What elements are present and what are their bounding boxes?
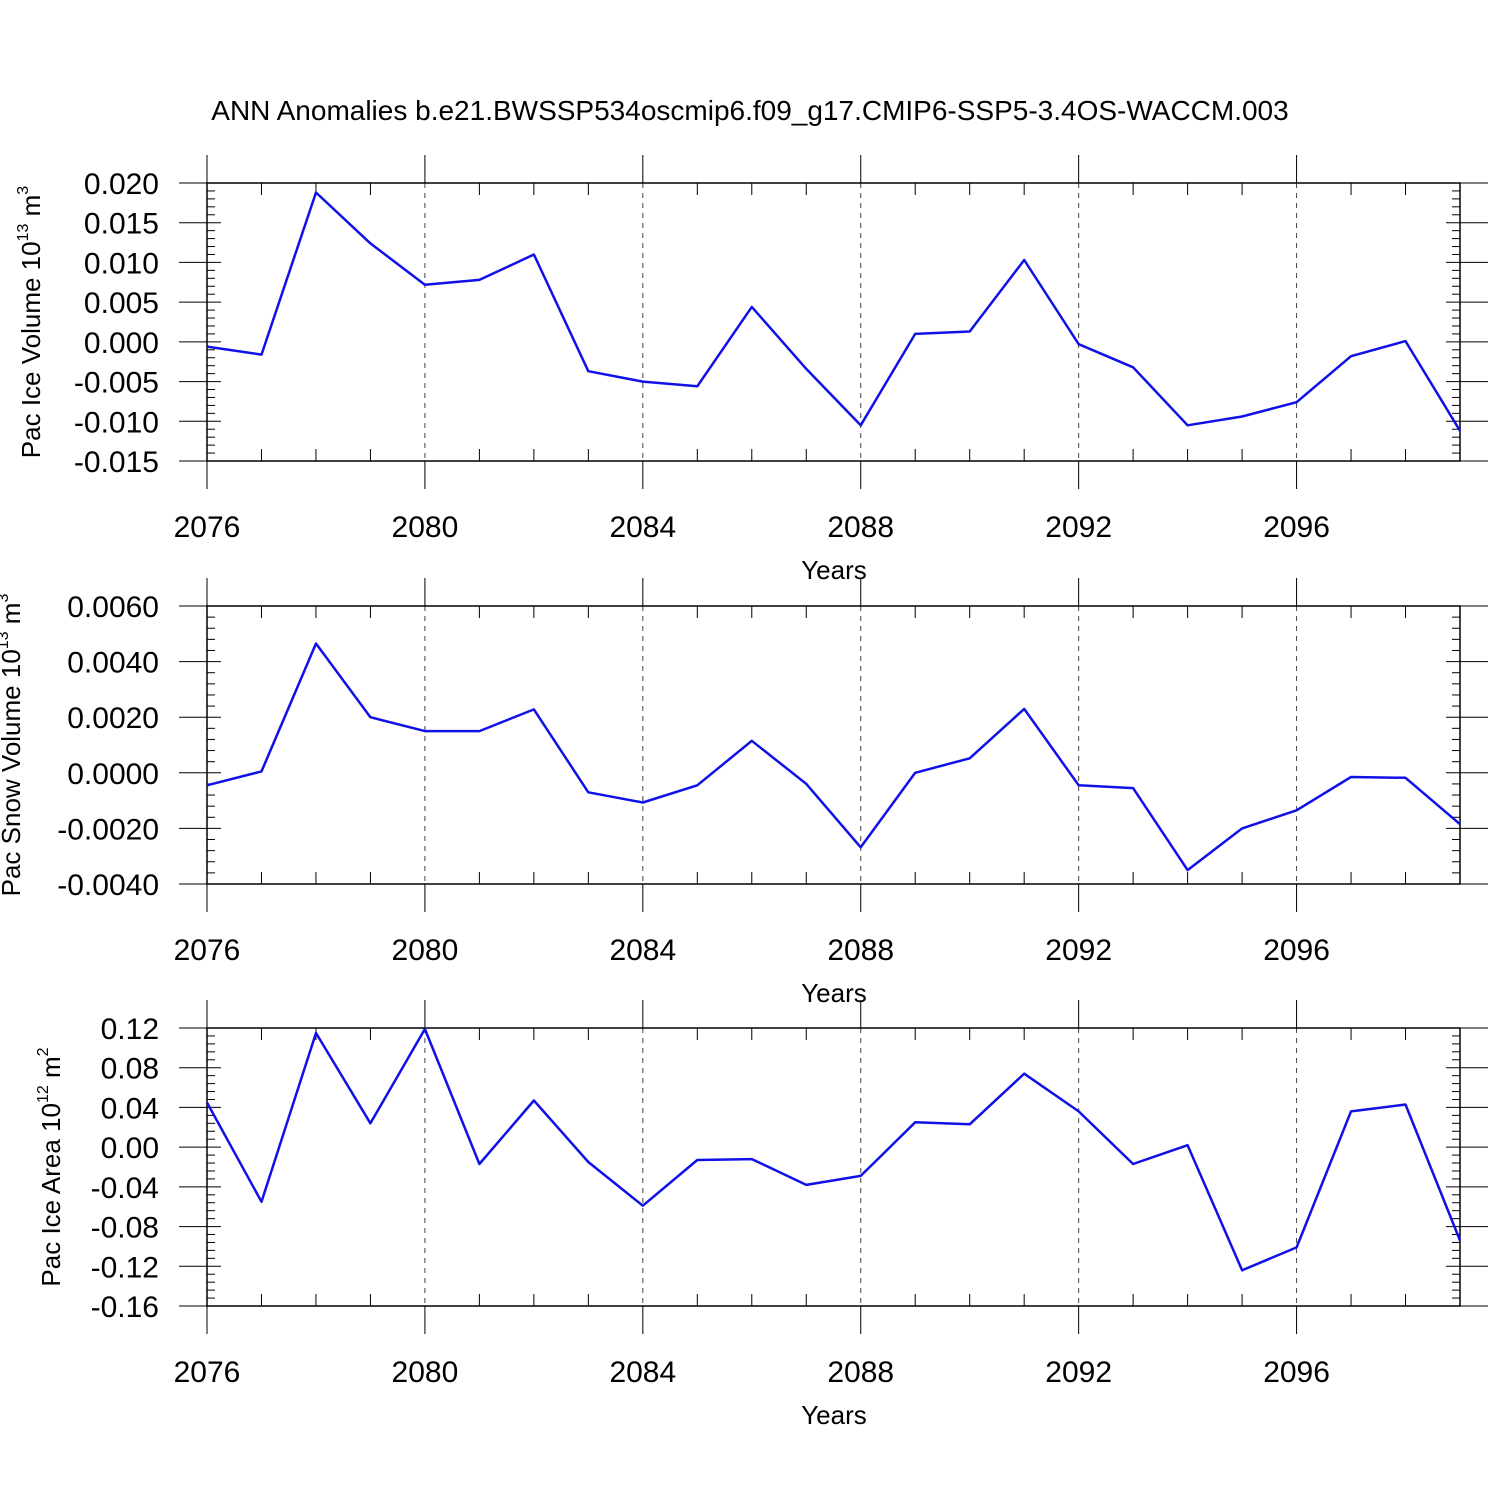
x-tick-label: 2080 xyxy=(392,511,459,544)
y-tick-label: 0.0060 xyxy=(67,591,159,624)
y-tick-label: 0.000 xyxy=(84,327,159,360)
x-axis-label: Years xyxy=(801,978,867,1008)
series-line xyxy=(205,1027,1462,1272)
x-tick-label: 2096 xyxy=(1263,511,1330,544)
x-tick-label: 2088 xyxy=(827,934,894,967)
x-tick-label: 2092 xyxy=(1045,934,1112,967)
chart-panels: -0.015 -0.010 -0.005 0.000 0.005 0.010 0.015 0.… xyxy=(0,155,1488,1430)
x-tick-label: 2076 xyxy=(174,511,241,544)
y-axis-label: Pac Snow Volume 1013 m3 xyxy=(0,594,26,897)
y-axis-label: Pac Ice Volume 1013 m3 xyxy=(15,186,46,459)
x-axis-label: Years xyxy=(801,1400,867,1430)
x-tick-label: 2088 xyxy=(827,1356,894,1389)
series-line xyxy=(206,191,1462,432)
plot-frame xyxy=(206,605,1461,885)
y-tick-label: 0.0020 xyxy=(67,702,159,735)
x-tick-label: 2088 xyxy=(827,511,894,544)
x-tick-label: 2084 xyxy=(609,1356,676,1389)
y-tick-label: 0.010 xyxy=(84,247,159,280)
y-tick-label: 0.00 xyxy=(101,1132,159,1165)
series-line xyxy=(206,642,1461,872)
y-tick-label: 0.08 xyxy=(101,1053,159,1086)
x-tick-label: 2092 xyxy=(1045,1356,1112,1389)
x-axis-label: Years xyxy=(801,555,867,585)
figure-title: ANN Anomalies b.e21.BWSSP534oscmip6.f09_… xyxy=(211,95,1288,126)
chart-panel-2: -0.0040 -0.0020 0.0000 0.0020 0.0040 0.0060 20… xyxy=(0,578,1488,1008)
x-tick-label: 2080 xyxy=(392,934,459,967)
x-tick-label: 2096 xyxy=(1263,1356,1330,1389)
y-tick-label: -0.16 xyxy=(91,1291,159,1324)
plot-frame xyxy=(206,1027,1461,1307)
chart-panel-1: -0.015 -0.010 -0.005 0.000 0.005 0.010 0.015 0.… xyxy=(15,155,1488,585)
y-tick-label: -0.0020 xyxy=(57,813,159,846)
y-tick-label: -0.08 xyxy=(91,1212,159,1245)
y-tick-label: -0.04 xyxy=(91,1172,159,1205)
y-tick-label: -0.005 xyxy=(74,367,159,400)
y-axis-label: Pac Ice Area 1012 m2 xyxy=(35,1047,66,1286)
x-tick-label: 2084 xyxy=(609,934,676,967)
x-tick-label: 2092 xyxy=(1045,511,1112,544)
y-tick-label: 0.0000 xyxy=(67,758,159,791)
y-tick-label: 0.04 xyxy=(101,1092,159,1125)
y-tick-label: 0.015 xyxy=(84,208,159,241)
y-tick-label: 0.005 xyxy=(84,287,159,320)
x-tick-label: 2096 xyxy=(1263,934,1330,967)
chart-panel-3: -0.16 -0.12 -0.08 -0.04 0.00 0.04 0.08 0.12 2076… xyxy=(35,1000,1488,1430)
x-tick-label: 2076 xyxy=(174,934,241,967)
y-tick-label: -0.12 xyxy=(91,1251,159,1284)
y-tick-label: -0.015 xyxy=(74,446,159,479)
y-tick-label: 0.12 xyxy=(101,1013,159,1046)
y-tick-label: -0.010 xyxy=(74,406,159,439)
plot-frame xyxy=(206,182,1461,462)
y-tick-label: 0.020 xyxy=(84,168,159,201)
y-tick-label: 0.0040 xyxy=(67,647,159,680)
x-tick-label: 2080 xyxy=(392,1356,459,1389)
y-tick-label: -0.0040 xyxy=(57,869,159,902)
x-tick-label: 2076 xyxy=(174,1356,241,1389)
x-tick-label: 2084 xyxy=(609,511,676,544)
